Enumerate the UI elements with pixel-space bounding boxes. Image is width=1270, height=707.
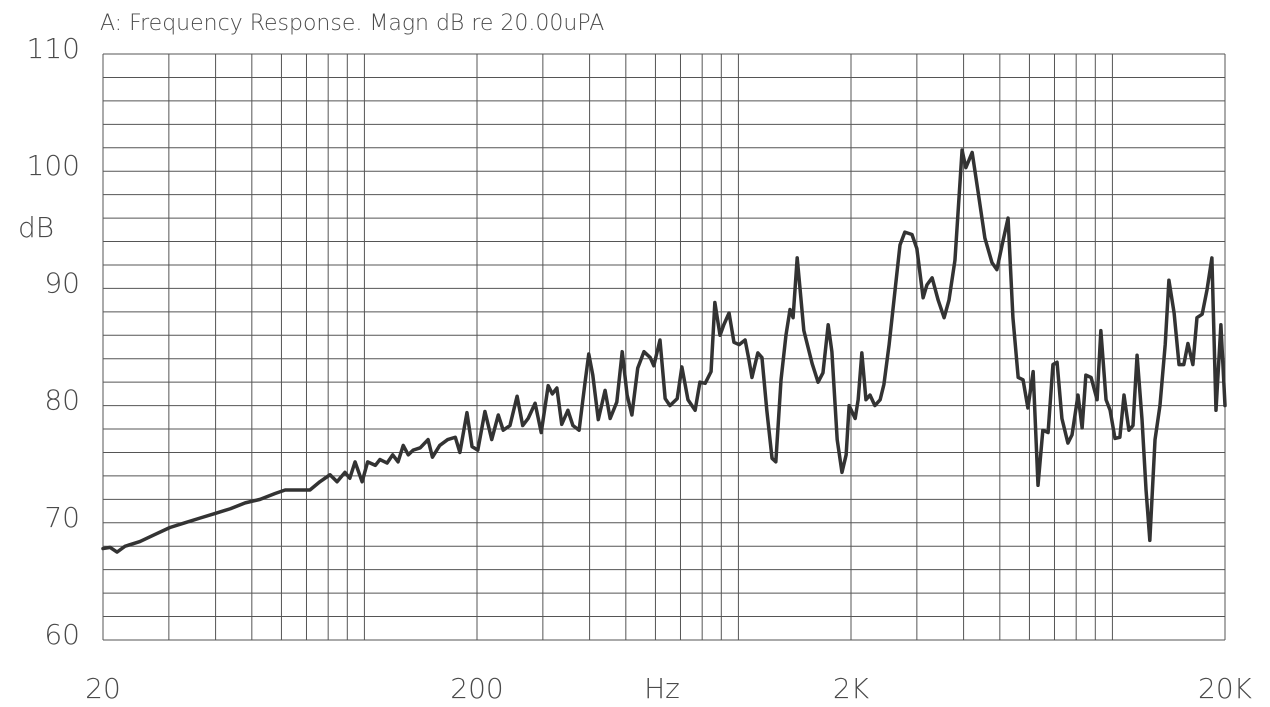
y-tick-label: 80 bbox=[44, 384, 80, 417]
y-tick-label: 70 bbox=[44, 501, 80, 534]
y-tick-label: 100 bbox=[27, 149, 80, 182]
y-tick-label: 90 bbox=[44, 266, 80, 299]
response-line bbox=[101, 148, 1227, 554]
chart-title: A: Frequency Response. Magn dB re 20.00u… bbox=[100, 11, 604, 36]
x-tick-label: 2K bbox=[833, 672, 870, 705]
x-tick-label: 20K bbox=[1198, 672, 1253, 705]
x-tick-label: 200 bbox=[450, 672, 503, 705]
x-axis-label: Hz bbox=[644, 672, 680, 705]
y-axis-label: dB bbox=[18, 211, 54, 244]
y-tick-label: 60 bbox=[44, 618, 80, 651]
y-tick-label: 110 bbox=[27, 32, 80, 65]
x-tick-label: 20 bbox=[85, 672, 121, 705]
